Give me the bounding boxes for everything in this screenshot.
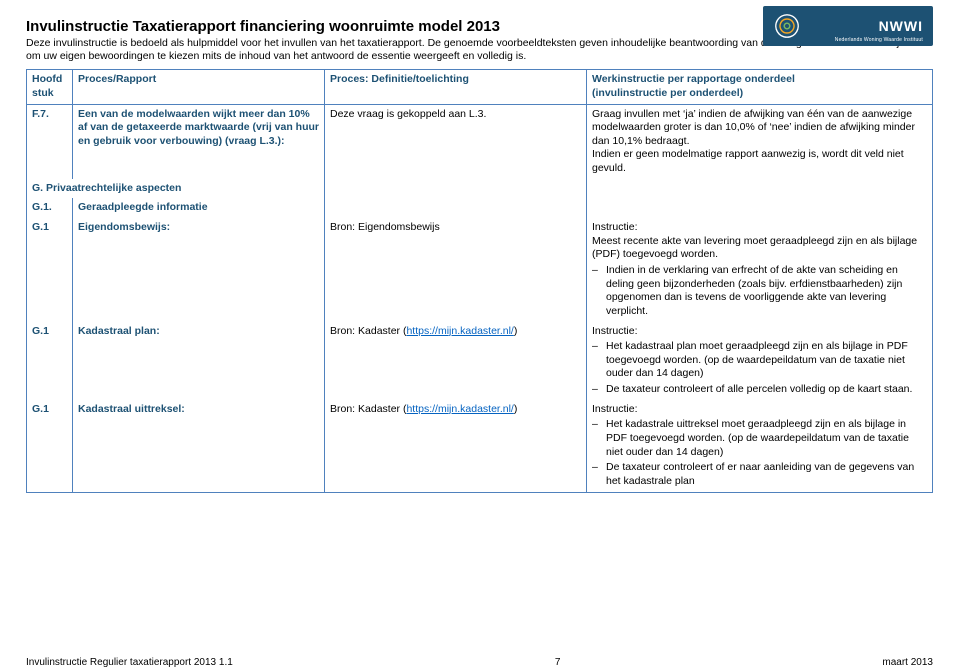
instr-text: Meest recente akte van levering moet ger… bbox=[592, 235, 917, 261]
table-row-section: G. Privaatrechtelijke aspecten bbox=[27, 179, 933, 199]
instr-lead: Instructie: bbox=[592, 221, 638, 233]
page-footer: Invulinstructie Regulier taxatierapport … bbox=[26, 657, 933, 668]
empty-cell bbox=[325, 198, 587, 218]
brand-logo: NWWI Nederlands Woning Waarde Instituut bbox=[763, 6, 933, 46]
col-header-definitie: Proces: Definitie/toelichting bbox=[325, 70, 587, 104]
row-label: Kadastraal plan: bbox=[73, 322, 325, 400]
table-row: G.1 Kadastraal uittreksel: Bron: Kadaste… bbox=[27, 400, 933, 492]
row-id: G.1 bbox=[27, 322, 73, 400]
document-page: NWWI Nederlands Woning Waarde Instituut … bbox=[0, 0, 959, 672]
instr-lead: Instructie: bbox=[592, 325, 638, 337]
logo-swirl-icon bbox=[773, 12, 801, 40]
def-post: ) bbox=[514, 403, 518, 415]
instr-list: Indien in de verklaring van erfrecht of … bbox=[592, 264, 927, 319]
hdr-text: Werkinstructie per rapportage onderdeel bbox=[592, 73, 795, 85]
list-item: Het kadastrale uittreksel moet geraadple… bbox=[592, 418, 927, 459]
row-instruction: Graag invullen met ‘ja’ indien de afwijk… bbox=[587, 104, 933, 179]
col-header-hoofdstuk: Hoofd stuk bbox=[27, 70, 73, 104]
instruction-table: Hoofd stuk Proces/Rapport Proces: Defini… bbox=[26, 69, 933, 492]
footer-page-number: 7 bbox=[555, 657, 561, 668]
row-definition: Bron: Kadaster (https://mijn.kadaster.nl… bbox=[325, 400, 587, 492]
table-row: G.1. Geraadpleegde informatie bbox=[27, 198, 933, 218]
kadaster-link[interactable]: https://mijn.kadaster.nl/ bbox=[406, 325, 513, 337]
section-id: G. bbox=[32, 182, 43, 194]
col-header-proces: Proces/Rapport bbox=[73, 70, 325, 104]
def-pre: Bron: Kadaster ( bbox=[330, 325, 406, 337]
table-row: G.1 Kadastraal plan: Bron: Kadaster (htt… bbox=[27, 322, 933, 400]
row-label: Eigendomsbewijs: bbox=[73, 218, 325, 321]
footer-left: Invulinstructie Regulier taxatierapport … bbox=[26, 657, 233, 668]
section-title: Privaatrechtelijke aspecten bbox=[43, 182, 181, 194]
kadaster-link[interactable]: https://mijn.kadaster.nl/ bbox=[406, 403, 513, 415]
table-row: G.1 Eigendomsbewijs: Bron: Eigendomsbewi… bbox=[27, 218, 933, 321]
hdr-text: (invulinstructie per onderdeel) bbox=[592, 87, 743, 99]
list-item: De taxateur controleert of alle percelen… bbox=[592, 383, 927, 397]
hdr-text: Hoofd bbox=[32, 73, 62, 85]
logo-subtitle: Nederlands Woning Waarde Instituut bbox=[835, 37, 923, 43]
row-id: F.7. bbox=[27, 104, 73, 179]
empty-cell bbox=[587, 179, 933, 199]
def-post: ) bbox=[514, 325, 518, 337]
row-id: G.1 bbox=[27, 218, 73, 321]
list-item: De taxateur controleert of er naar aanle… bbox=[592, 461, 927, 488]
row-instruction: Instructie: Het kadastraal plan moet ger… bbox=[587, 322, 933, 400]
instr-list: Het kadastraal plan moet geraadpleegd zi… bbox=[592, 340, 927, 397]
col-header-werkinstructie: Werkinstructie per rapportage onderdeel … bbox=[587, 70, 933, 104]
list-item: Het kadastraal plan moet geraadpleegd zi… bbox=[592, 340, 927, 381]
list-item: Indien in de verklaring van erfrecht of … bbox=[592, 264, 927, 319]
table-header-row: Hoofd stuk Proces/Rapport Proces: Defini… bbox=[27, 70, 933, 104]
instr-list: Het kadastrale uittreksel moet geraadple… bbox=[592, 418, 927, 488]
footer-right: maart 2013 bbox=[882, 657, 933, 668]
hdr-text: stuk bbox=[32, 87, 54, 99]
logo-abbr: NWWI bbox=[879, 18, 923, 34]
def-pre: Bron: Kadaster ( bbox=[330, 403, 406, 415]
row-label: Een van de modelwaarden wijkt meer dan 1… bbox=[73, 104, 325, 179]
empty-cell bbox=[325, 179, 587, 199]
row-definition: Bron: Kadaster (https://mijn.kadaster.nl… bbox=[325, 322, 587, 400]
row-instruction: Instructie: Het kadastrale uittreksel mo… bbox=[587, 400, 933, 492]
row-id: G.1. bbox=[27, 198, 73, 218]
row-instruction: Instructie: Meest recente akte van lever… bbox=[587, 218, 933, 321]
row-id: G.1 bbox=[27, 400, 73, 492]
empty-cell bbox=[587, 198, 933, 218]
table-row: F.7. Een van de modelwaarden wijkt meer … bbox=[27, 104, 933, 179]
row-definition: Deze vraag is gekoppeld aan L.3. bbox=[325, 104, 587, 179]
instr-lead: Instructie: bbox=[592, 403, 638, 415]
row-label: Kadastraal uittreksel: bbox=[73, 400, 325, 492]
section-heading: G. Privaatrechtelijke aspecten bbox=[27, 179, 325, 199]
row-label: Geraadpleegde informatie bbox=[73, 198, 325, 218]
row-definition: Bron: Eigendomsbewijs bbox=[325, 218, 587, 321]
